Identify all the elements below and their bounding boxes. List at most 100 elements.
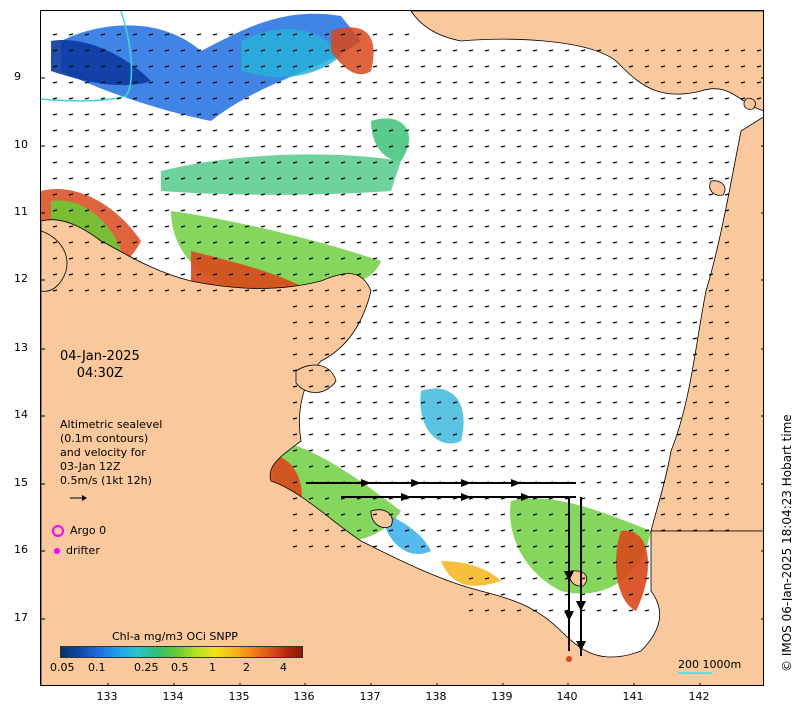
- velocity-arrow: [596, 497, 602, 500]
- velocity-arrow: [628, 289, 634, 292]
- velocity-arrow: [500, 513, 506, 516]
- velocity-arrow: [388, 113, 394, 116]
- velocity-arrow: [52, 161, 58, 164]
- velocity-arrow: [100, 257, 106, 260]
- velocity-arrow: [564, 49, 570, 52]
- velocity-arrow: [180, 241, 186, 244]
- velocity-arrow: [292, 433, 298, 436]
- velocity-arrow: [404, 129, 410, 132]
- velocity-arrow: [308, 513, 314, 516]
- velocity-arrow: [692, 513, 698, 516]
- velocity-arrow: [484, 497, 490, 500]
- velocity-arrow: [612, 561, 618, 564]
- velocity-arrow: [452, 417, 458, 420]
- velocity-arrow: [676, 241, 682, 244]
- velocity-arrow: [500, 241, 506, 244]
- legend-line: Altimetric sealevel: [60, 418, 163, 431]
- velocity-arrow: [676, 97, 682, 100]
- velocity-arrow: [404, 161, 410, 164]
- velocity-arrow: [644, 257, 650, 260]
- velocity-arrow: [116, 161, 122, 164]
- velocity-arrow: [116, 97, 122, 100]
- velocity-arrow: [660, 257, 666, 260]
- velocity-arrow: [404, 321, 410, 324]
- velocity-arrow: [516, 193, 522, 196]
- velocity-arrow: [532, 273, 538, 276]
- velocity-arrow: [692, 385, 698, 388]
- velocity-arrow: [340, 513, 346, 516]
- velocity-arrow: [708, 129, 714, 132]
- velocity-arrow: [644, 353, 650, 356]
- velocity-arrow: [532, 113, 538, 116]
- velocity-arrow: [500, 449, 506, 452]
- velocity-arrow: [372, 129, 378, 132]
- velocity-arrow: [660, 129, 666, 132]
- velocity-arrow: [676, 529, 682, 532]
- velocity-arrow: [628, 497, 634, 500]
- velocity-arrow: [420, 161, 426, 164]
- velocity-arrow: [196, 33, 202, 36]
- velocity-arrow: [180, 225, 186, 228]
- velocity-arrow: [692, 449, 698, 452]
- velocity-arrow: [388, 193, 394, 196]
- velocity-arrow: [452, 145, 458, 148]
- velocity-arrow: [580, 113, 586, 116]
- velocity-arrow: [436, 65, 442, 68]
- velocity-arrow: [548, 161, 554, 164]
- velocity-arrow: [68, 33, 74, 36]
- velocity-arrow: [516, 609, 522, 612]
- velocity-arrow: [580, 305, 586, 308]
- velocity-arrow: [420, 321, 426, 324]
- velocity-arrow: [420, 513, 426, 516]
- velocity-arrow: [372, 81, 378, 84]
- velocity-arrow: [564, 289, 570, 292]
- velocity-arrow: [260, 145, 266, 148]
- velocity-arrow: [340, 257, 346, 260]
- velocity-arrow: [292, 33, 298, 36]
- velocity-arrow: [292, 417, 298, 420]
- velocity-arrow: [580, 417, 586, 420]
- velocity-arrow: [452, 337, 458, 340]
- velocity-arrow: [452, 273, 458, 276]
- velocity-arrow: [564, 321, 570, 324]
- velocity-arrow: [372, 113, 378, 116]
- velocity-arrow: [740, 97, 746, 100]
- velocity-arrow: [404, 225, 410, 228]
- velocity-arrow: [292, 305, 298, 308]
- velocity-arrow: [404, 305, 410, 308]
- velocity-arrow: [484, 161, 490, 164]
- velocity-arrow: [68, 65, 74, 68]
- velocity-arrow: [388, 145, 394, 148]
- velocity-arrow: [116, 113, 122, 116]
- velocity-arrow: [404, 193, 410, 196]
- velocity-arrow: [324, 497, 330, 500]
- velocity-arrow: [724, 145, 730, 148]
- velocity-arrow: [116, 273, 122, 276]
- velocity-arrow: [356, 465, 362, 468]
- velocity-arrow: [580, 145, 586, 148]
- velocity-arrow: [724, 161, 730, 164]
- velocity-arrow: [404, 465, 410, 468]
- velocity-arrow: [196, 113, 202, 116]
- velocity-arrow: [724, 481, 730, 484]
- velocity-arrow: [404, 273, 410, 276]
- velocity-arrow: [244, 113, 250, 116]
- velocity-arrow: [116, 177, 122, 180]
- velocity-arrow: [340, 465, 346, 468]
- velocity-arrow: [484, 545, 490, 548]
- velocity-arrow: [68, 273, 74, 276]
- velocity-arrow: [308, 305, 314, 308]
- velocity-arrow: [196, 145, 202, 148]
- velocity-arrow: [292, 513, 298, 516]
- velocity-arrow: [308, 337, 314, 340]
- x-axis-label: 139: [491, 690, 513, 703]
- velocity-arrow: [84, 65, 90, 68]
- velocity-arrow: [516, 465, 522, 468]
- velocity-arrow: [388, 385, 394, 388]
- velocity-arrow: [484, 97, 490, 100]
- velocity-arrow: [228, 81, 234, 84]
- velocity-arrow: [452, 177, 458, 180]
- velocity-arrow: [548, 129, 554, 132]
- velocity-arrow: [468, 289, 474, 292]
- velocity-arrow: [260, 113, 266, 116]
